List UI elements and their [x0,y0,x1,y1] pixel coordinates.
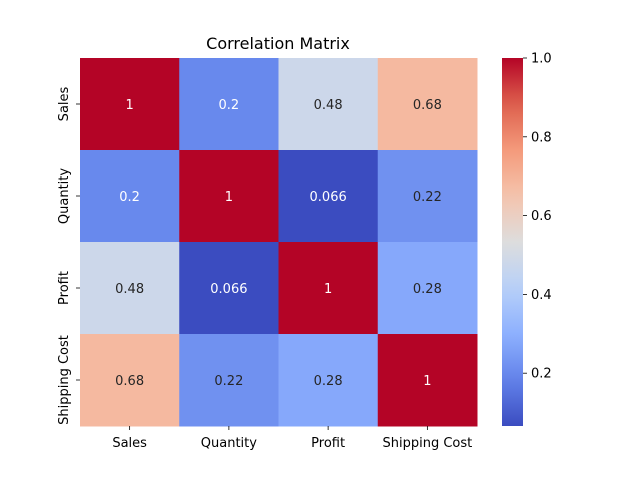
heatmap-cell [179,242,279,335]
y-tick-label: Profit [57,271,72,305]
colorbar-tick-label: 1.0 [531,52,552,67]
heatmap-cell [377,334,478,427]
heatmap-cell [278,334,379,427]
colorbar-ticks: 0.2 0.4 0.6 0.8 1.0 [523,52,552,382]
heatmap-cell-label: 0.68 [413,98,442,113]
heatmap-cell-label: 0.066 [310,190,347,205]
x-tick-label: Sales [112,436,147,451]
heatmap-cell-label: 1 [324,282,332,297]
y-tick-label: Sales [57,86,72,121]
heatmap-cell [278,150,379,243]
heatmap-cell-label: 0.28 [314,374,343,389]
heatmap-cell [278,242,379,335]
heatmap-cell [80,58,180,151]
x-axis-ticks: Sales Quantity Profit Shipping Cost [112,426,472,451]
heatmap-cell-label: 0.48 [115,282,144,297]
chart-title: Correlation Matrix [206,34,350,53]
y-tick-label: Quantity [57,168,72,224]
heatmap-cells [80,58,478,427]
heatmap-cell-label: 0.28 [413,282,442,297]
heatmap-cell-label: 1 [125,98,133,113]
heatmap-cell-label: 0.68 [115,374,144,389]
heatmap-cell-label: 0.2 [119,190,140,205]
heatmap-cell [80,150,180,243]
heatmap-cell [80,334,180,427]
heatmap-cell-label: 0.066 [210,282,247,297]
heatmap-cell-label: 1 [225,190,233,205]
x-tick-label: Quantity [201,436,257,451]
x-tick-label: Shipping Cost [383,436,473,451]
colorbar-tick-label: 0.6 [531,209,552,224]
heatmap-cell [377,242,478,335]
heatmap-cell-label: 0.2 [219,98,240,113]
heatmap-cell [377,58,478,151]
heatmap-cell-label: 1 [423,374,431,389]
heatmap-cell [179,150,279,243]
heatmap-cell [377,150,478,243]
colorbar-tick-label: 0.2 [531,367,552,382]
heatmap-cell-label: 0.22 [214,374,243,389]
heatmap-cell-label: 0.22 [413,190,442,205]
heatmap-cell [278,58,379,151]
heatmap-cell-labels: 1 0.2 0.48 0.68 0.2 1 0.066 0.22 0.48 0.066 1 0.28 0… [115,98,442,389]
heatmap-cell [179,334,279,427]
y-tick-label: Shipping Cost [57,335,72,425]
colorbar [502,58,523,426]
heatmap-cell [179,58,279,151]
heatmap-cell-label: 0.48 [314,98,343,113]
x-tick-label: Profit [311,436,345,451]
colorbar-tick-label: 0.8 [531,130,552,145]
colorbar-tick-label: 0.4 [531,288,552,303]
y-axis-ticks: Sales Quantity Profit Shipping Cost [57,86,80,425]
heatmap-cell [80,242,180,335]
